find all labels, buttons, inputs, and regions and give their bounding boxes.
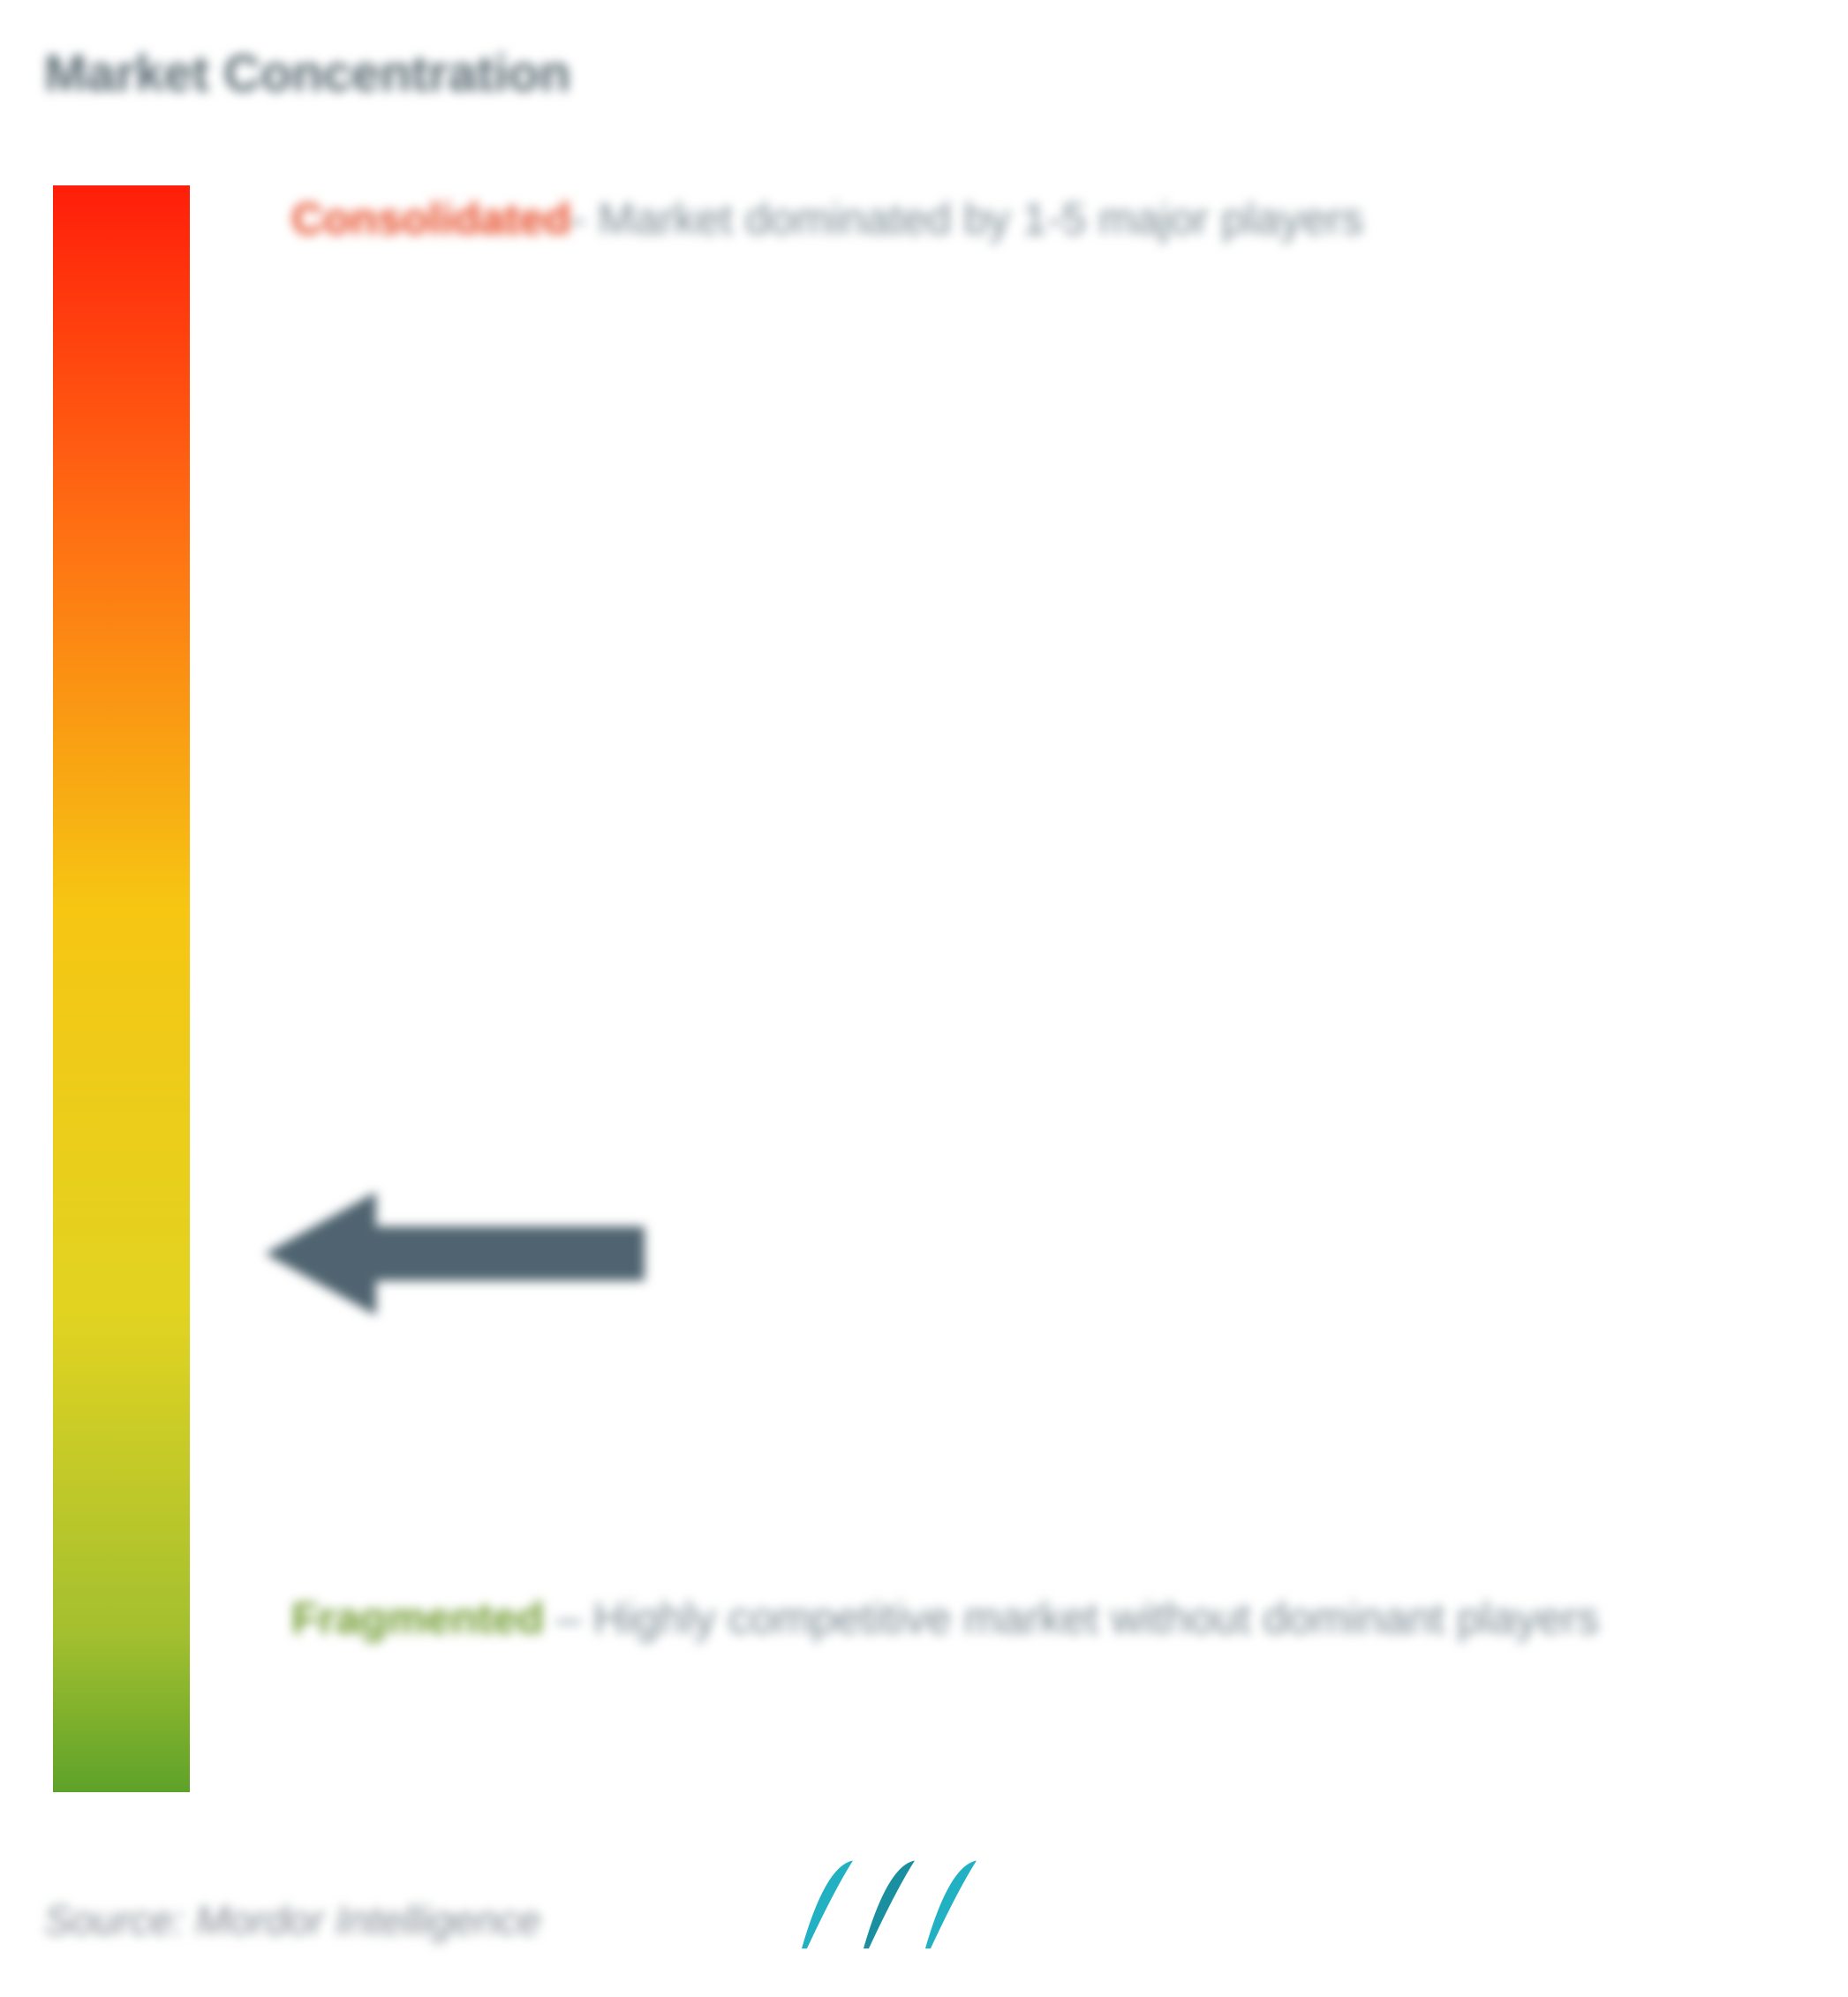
gradient-bar <box>53 185 190 1792</box>
consolidated-desc: - Market dominated by 1-5 major players <box>571 194 1364 244</box>
fragmented-label: Fragmented – Highly competitive market w… <box>291 1589 1599 1649</box>
source-attribution: Source: Mordor Intelligence <box>44 1896 541 1944</box>
brand-logo <box>795 1856 980 1957</box>
market-concentration-panel: Market Concentration Consolidated- Marke… <box>0 0 1848 1997</box>
arrow-icon <box>265 1192 645 1315</box>
position-arrow <box>265 1192 645 1320</box>
consolidated-label: Consolidated- Market dominated by 1-5 ma… <box>291 190 1363 250</box>
fragmented-desc: – Highly competitive market without domi… <box>544 1594 1599 1643</box>
logo-icon <box>795 1856 980 1953</box>
consolidated-term: Consolidated <box>291 194 571 244</box>
fragmented-term: Fragmented <box>291 1594 544 1643</box>
panel-title: Market Concentration <box>44 44 570 103</box>
gradient-bar-svg <box>53 185 190 1792</box>
